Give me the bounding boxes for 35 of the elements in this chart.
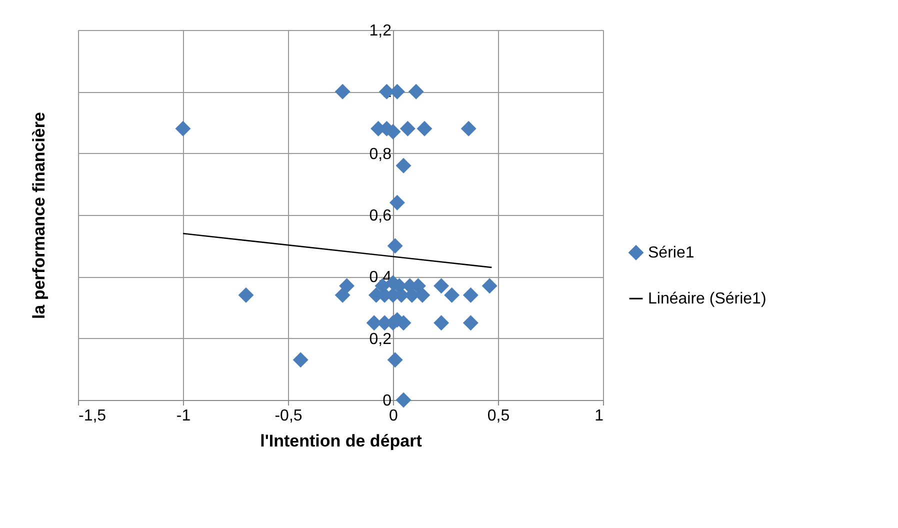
point: [462, 287, 478, 303]
y-tick-label: 0,6: [369, 208, 392, 224]
legend-label: Linéaire (Série1): [648, 290, 766, 308]
point: [434, 315, 450, 331]
point: [408, 84, 424, 100]
y-axis-title: la performance financière: [30, 112, 48, 319]
x-tick-label: -0,5: [274, 408, 302, 424]
x-tick-label: 0,5: [487, 408, 510, 424]
x-tick-label: -1: [176, 408, 191, 424]
point: [175, 120, 191, 136]
point: [444, 287, 460, 303]
x-tick-label: 1: [594, 408, 604, 424]
point: [339, 278, 355, 294]
y-tick-label: 1,2: [369, 22, 392, 40]
y-tick-label: 0,8: [369, 146, 392, 163]
point: [416, 120, 432, 136]
point: [434, 278, 450, 294]
legend-label: Série1: [648, 244, 694, 262]
point: [238, 287, 254, 303]
point: [400, 120, 416, 136]
point: [482, 278, 498, 294]
point: [387, 352, 403, 368]
x-axis-title: l'Intention de départ: [260, 432, 422, 450]
point: [460, 120, 476, 136]
point: [389, 194, 405, 210]
point: [292, 352, 308, 368]
point: [334, 84, 350, 100]
y-tick-label: 0: [382, 392, 392, 410]
point: [396, 392, 412, 408]
point: [334, 287, 350, 303]
point: [387, 238, 403, 254]
point: [396, 158, 412, 174]
x-tick-label: -1,5: [78, 408, 106, 424]
y-tick-label: 0,2: [369, 330, 392, 348]
point: [462, 315, 478, 331]
